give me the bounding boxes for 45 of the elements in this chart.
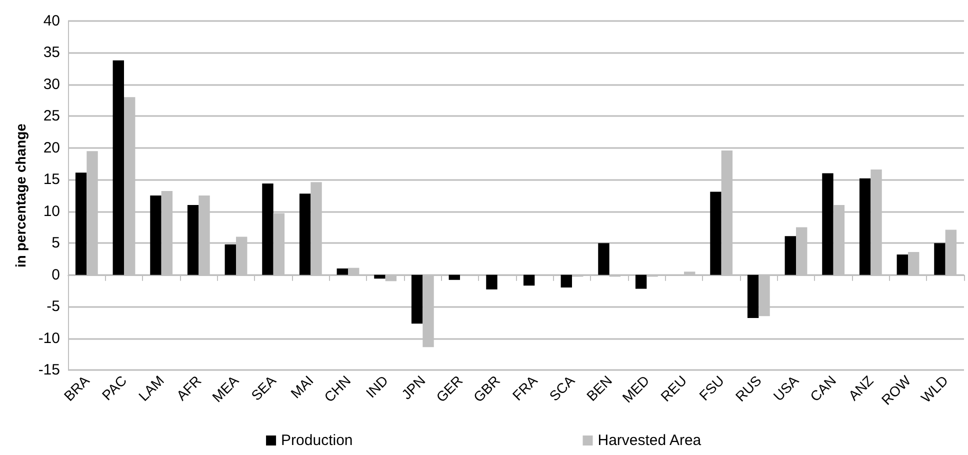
x-tick-label: USA [770, 372, 802, 404]
y-tick-label: 10 [43, 202, 60, 220]
bar [896, 254, 908, 275]
bar [448, 274, 460, 280]
y-tick-label: 15 [43, 171, 60, 188]
bar [822, 173, 834, 275]
bar [299, 194, 311, 275]
x-tick-label: FRA [509, 372, 541, 404]
bar [486, 274, 498, 290]
y-tick-label: -5 [46, 298, 60, 316]
bar [262, 183, 274, 275]
x-tick-label: MAI [287, 372, 316, 402]
bar [374, 274, 386, 279]
bar [75, 172, 87, 275]
y-tick-label: 20 [43, 139, 60, 156]
bar [560, 274, 572, 288]
bar [150, 196, 162, 275]
y-tick-label: -10 [38, 330, 60, 347]
y-tick-label: -15 [38, 362, 60, 378]
bar [187, 205, 199, 275]
bar [784, 236, 796, 275]
y-tick-label: 0 [52, 266, 60, 284]
bar [523, 274, 535, 286]
y-tick-label: 5 [52, 234, 60, 252]
y-tick-label: 30 [43, 76, 60, 93]
x-tick-label: BRA [60, 372, 93, 404]
bar [859, 178, 871, 275]
bar [336, 268, 348, 275]
bar [747, 274, 759, 318]
bar [112, 60, 124, 275]
bar [934, 243, 946, 275]
y-tick-label: 35 [43, 44, 60, 62]
y-tick-label: 40 [43, 12, 60, 30]
legend-label: Production [281, 432, 353, 449]
x-tick-label: IND [362, 372, 391, 401]
bar [598, 243, 610, 275]
legend-label: Harvested Area [598, 432, 702, 449]
x-tick-label: SCA [546, 372, 578, 404]
x-tick-label: SEA [248, 372, 280, 404]
bar [710, 192, 722, 275]
bar [635, 274, 647, 289]
bar [224, 244, 236, 275]
bar [411, 274, 423, 324]
y-tick-label: 25 [43, 108, 60, 125]
y-axis-title: in percentage change [12, 123, 28, 268]
